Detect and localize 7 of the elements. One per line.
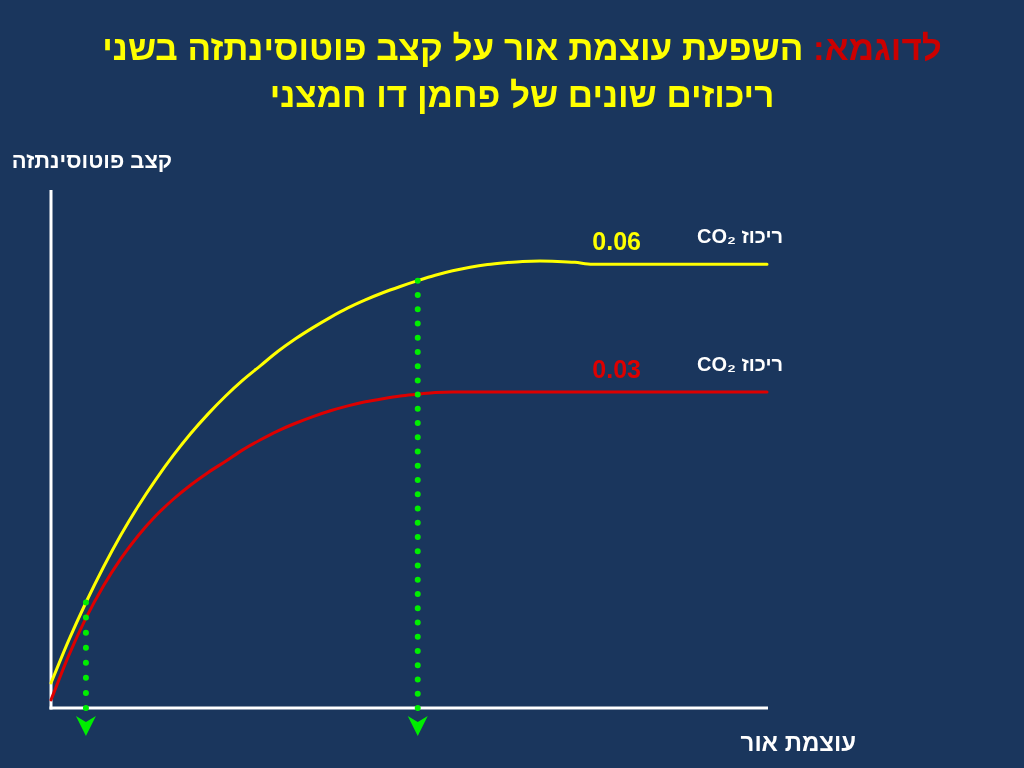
annotation: ריכוז CO₂ [696,225,784,248]
series-label: 0.03 [592,354,641,383]
annotation: ריכוז CO₂ [696,352,784,375]
x-axis-title: עוצמת אור [740,729,856,756]
chart-title: לדוגמא: השפעת עוצמת אור על קצב פוטוסינתזה בשני ריכוזים שונים של פחמן דו חמצני [101,27,943,116]
series-label: 0.06 [592,227,641,256]
y-axis-title: קצב פוטוסינתזה [11,148,173,173]
